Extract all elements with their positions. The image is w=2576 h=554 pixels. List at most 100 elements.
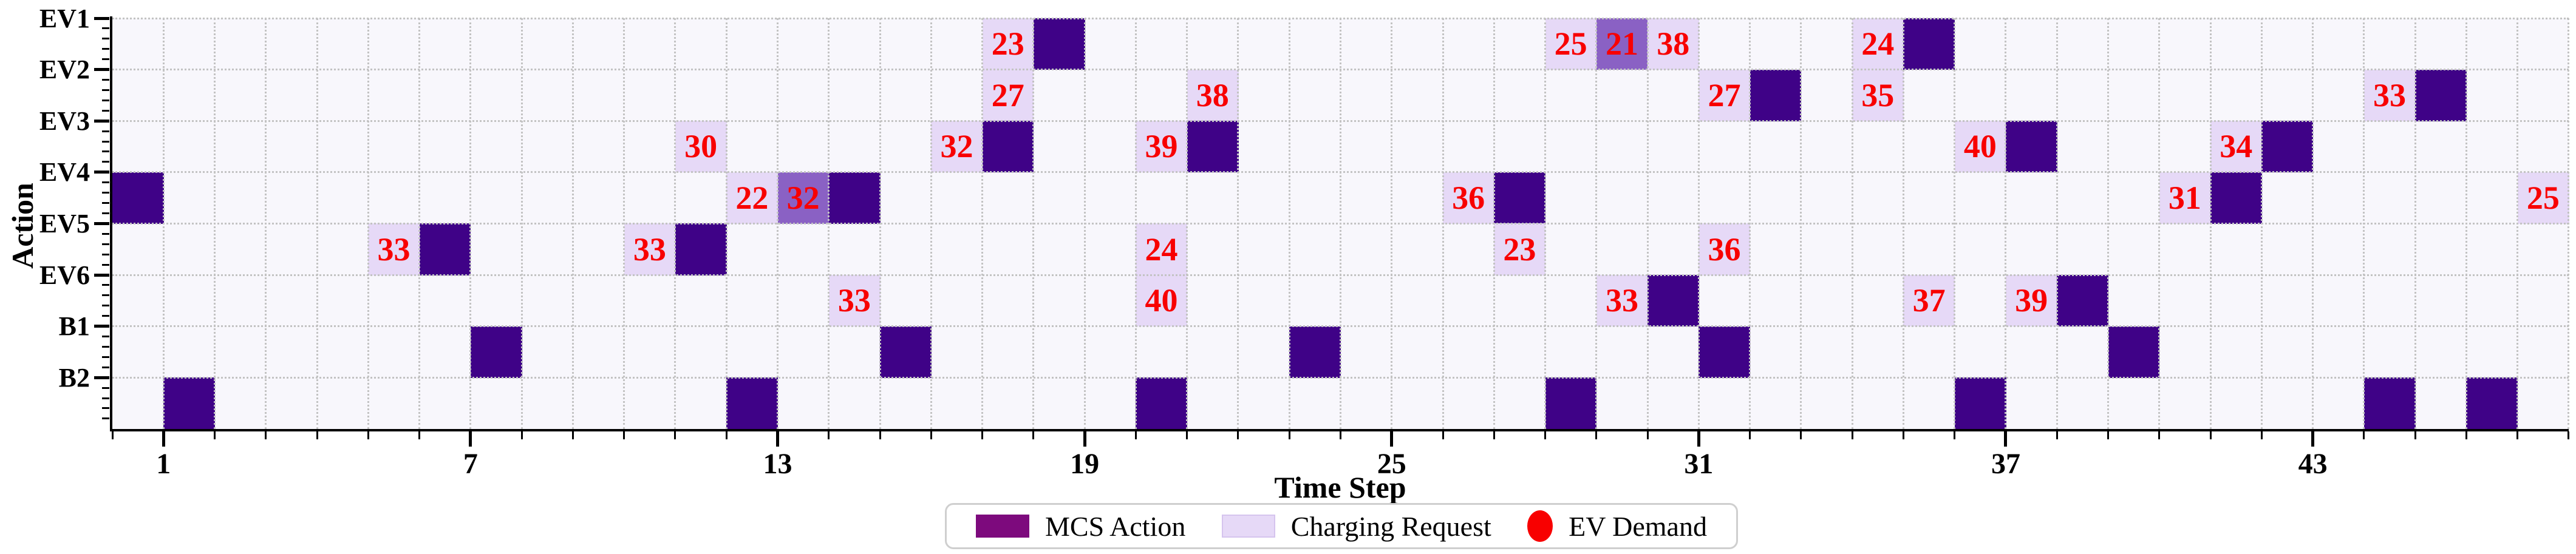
x-minor-tick	[214, 431, 216, 440]
x-minor-tick	[1595, 431, 1598, 440]
x-minor-tick	[981, 431, 984, 440]
y-minor-tick	[102, 161, 109, 163]
x-minor-tick	[1646, 431, 1649, 440]
x-minor-tick	[1800, 431, 1802, 440]
heatmap-cell-action	[1545, 377, 1597, 430]
heatmap-cell-action	[1954, 377, 2006, 430]
x-minor-tick	[571, 431, 574, 440]
demand-value: 27	[991, 76, 1024, 113]
heatmap-cell-overlap	[1596, 18, 1648, 70]
x-tick-label: 25	[1377, 447, 1406, 480]
demand-value: 36	[1708, 231, 1741, 268]
heatmap-cell-action	[163, 377, 216, 430]
x-minor-tick	[2107, 431, 2110, 440]
heatmap-cell-action	[1494, 172, 1546, 224]
y-tick-label: EV5	[39, 208, 90, 238]
heatmap-cell-request	[1852, 18, 1904, 70]
heatmap-cell-request	[1647, 18, 1699, 70]
heatmap-cell-action	[2210, 172, 2262, 224]
y-tick-label: EV6	[39, 260, 90, 290]
x-tick-label: 7	[463, 447, 478, 480]
x-minor-tick	[1186, 431, 1188, 440]
heatmap-cell-request	[1136, 223, 1188, 275]
heatmap-cell-action	[982, 121, 1034, 173]
heatmap-cell-action	[2108, 326, 2160, 378]
x-minor-tick	[520, 431, 523, 440]
x-minor-tick	[265, 431, 267, 440]
y-minor-tick	[102, 79, 109, 81]
y-minor-tick	[102, 150, 109, 153]
heatmap-cell-request	[2210, 121, 2262, 173]
x-minor-tick	[316, 431, 318, 440]
y-minor-tick	[102, 58, 109, 61]
y-gridline	[112, 17, 2569, 19]
demand-value: 39	[2015, 282, 2048, 319]
demand-value: 33	[837, 282, 871, 319]
demand-value: 34	[2220, 128, 2253, 165]
heatmap-cell-request	[2159, 172, 2211, 224]
y-minor-tick	[102, 99, 109, 101]
x-minor-tick	[1032, 431, 1035, 440]
x-minor-tick	[2516, 431, 2519, 440]
y-major-tick	[94, 171, 109, 174]
legend-label: Charging Request	[1290, 510, 1491, 542]
y-minor-tick	[102, 243, 109, 245]
x-minor-tick	[1493, 431, 1495, 440]
x-major-tick	[469, 431, 472, 447]
x-tick-label: 1	[156, 447, 171, 480]
demand-value: 40	[1963, 128, 1997, 165]
demand-value: 40	[1145, 282, 1178, 319]
demand-value: 37	[1912, 282, 1946, 319]
x-tick-label: 31	[1684, 447, 1714, 480]
y-tick-label: B1	[58, 311, 90, 342]
y-gridline	[112, 325, 2569, 328]
y-minor-tick	[102, 315, 109, 317]
x-minor-tick	[1442, 431, 1444, 440]
x-minor-tick	[1902, 431, 1904, 440]
x-minor-tick	[725, 431, 727, 440]
heatmap-cell-action	[2415, 69, 2467, 121]
heatmap-cell-request	[1136, 121, 1188, 173]
heatmap-cell-action	[2057, 275, 2109, 327]
y-minor-tick	[102, 232, 109, 235]
y-minor-tick	[102, 27, 109, 30]
x-minor-tick	[930, 431, 932, 440]
demand-value: 21	[1605, 25, 1638, 62]
y-tick-label: EV1	[39, 3, 90, 33]
x-major-tick	[1083, 431, 1086, 447]
x-minor-tick	[1851, 431, 1853, 440]
y-gridline	[112, 222, 2569, 225]
y-minor-tick	[102, 305, 109, 307]
y-minor-tick	[102, 284, 109, 286]
demand-value: 23	[1503, 231, 1536, 268]
y-minor-tick	[102, 192, 109, 194]
demand-value: 33	[2373, 76, 2406, 113]
x-minor-tick	[2363, 431, 2365, 440]
x-minor-tick	[879, 431, 881, 440]
y-minor-tick	[102, 263, 109, 266]
heatmap-cell-request	[368, 223, 420, 275]
heatmap-cell-request	[726, 172, 779, 224]
heatmap-cell-action	[470, 326, 522, 378]
demand-value: 36	[1452, 180, 1485, 217]
y-minor-tick	[102, 130, 109, 132]
demand-value: 33	[633, 231, 666, 268]
x-minor-tick	[2158, 431, 2161, 440]
x-minor-tick	[367, 431, 369, 440]
x-minor-tick	[1339, 431, 1341, 440]
heatmap-cell-request	[675, 121, 727, 173]
x-minor-tick	[828, 431, 830, 440]
heatmap-cell-request	[1136, 275, 1188, 327]
x-minor-tick	[1544, 431, 1547, 440]
y-minor-tick	[102, 181, 109, 184]
heatmap-cell-action	[1750, 69, 1802, 121]
y-minor-tick	[102, 109, 109, 112]
demand-value: 27	[1708, 76, 1741, 113]
legend-item-charging-request: Charging Request	[1221, 510, 1491, 542]
heatmap-cell-request	[931, 121, 983, 173]
heatmap-cell-request	[828, 275, 881, 327]
y-minor-tick	[102, 387, 109, 389]
demand-value: 30	[684, 128, 718, 165]
y-major-tick	[94, 325, 109, 328]
heatmap-cell-request	[1852, 69, 1904, 121]
